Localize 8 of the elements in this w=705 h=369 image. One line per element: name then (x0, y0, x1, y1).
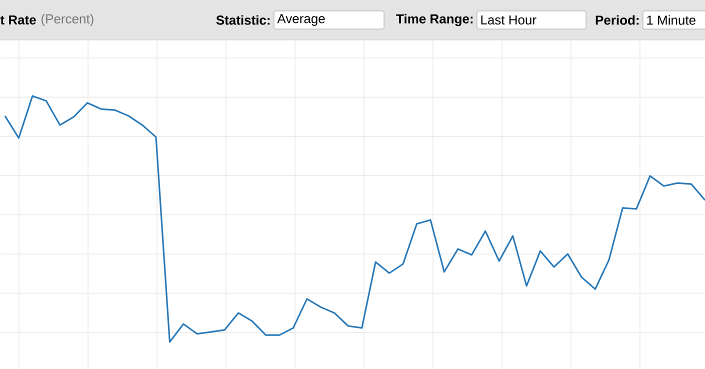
text: Period: (596, 15, 639, 25)
text: Average (277, 14, 325, 26)
text: Statistic: (216, 15, 270, 25)
text: Last Hour (481, 15, 536, 25)
chart-subtitle: (Percent) (42, 14, 94, 26)
chart-title: t Rate (0, 15, 36, 25)
text: Time Range: (396, 14, 473, 26)
text: 1 Minute (647, 15, 696, 25)
